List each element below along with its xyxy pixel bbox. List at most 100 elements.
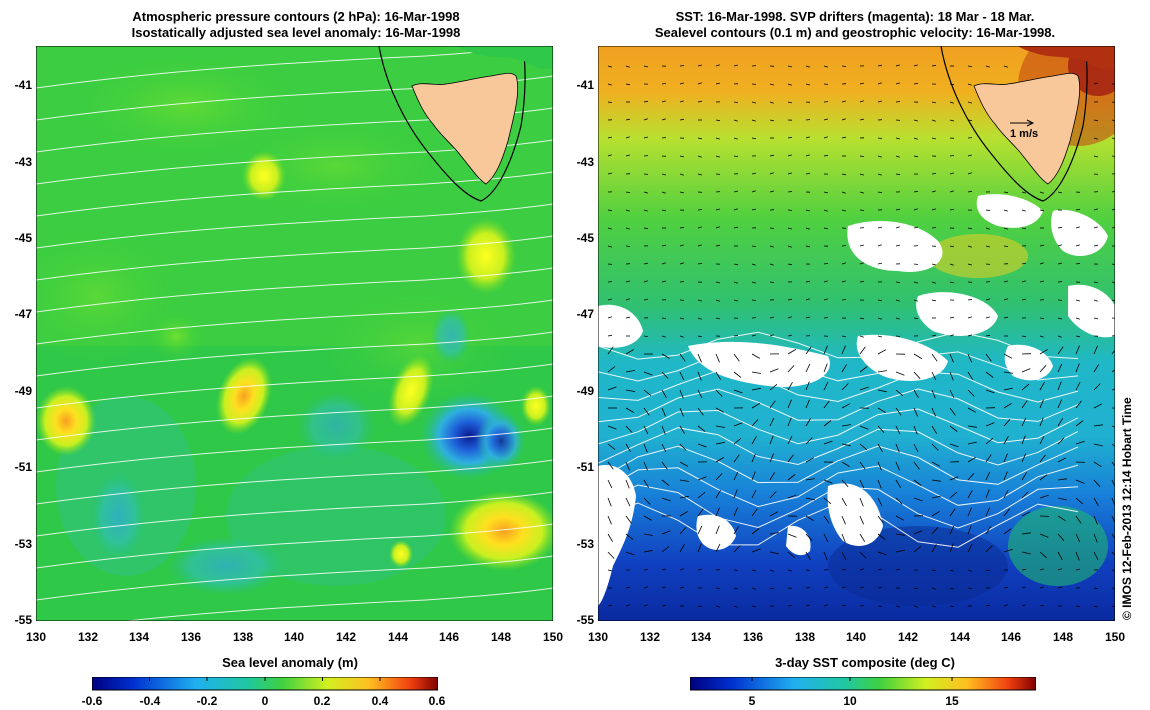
velocity-arrow <box>715 473 723 481</box>
velocity-arrow <box>607 533 613 542</box>
velocity-arrow <box>823 209 828 212</box>
velocity-arrow <box>985 507 990 517</box>
velocity-arrow <box>805 381 810 391</box>
velocity-arrow <box>643 100 648 103</box>
right-x-tick: 144 <box>949 630 971 644</box>
velocity-arrow <box>751 334 756 337</box>
velocity-arrow <box>841 383 849 391</box>
velocity-arrow <box>985 334 990 337</box>
velocity-arrow <box>1003 353 1013 359</box>
velocity-arrow <box>679 191 684 194</box>
velocity-arrow <box>1057 191 1062 194</box>
velocity-arrow <box>1075 515 1082 524</box>
velocity-arrow <box>877 82 882 85</box>
velocity-arrow <box>949 281 954 284</box>
velocity-arrow <box>733 226 738 229</box>
velocity-arrow <box>787 494 797 499</box>
velocity-arrow <box>805 154 810 157</box>
velocity-arrow <box>625 551 635 556</box>
velocity-arrow <box>895 317 900 320</box>
velocity-arrow <box>1021 262 1026 265</box>
sealevel-contour-line <box>598 464 1079 508</box>
velocity-arrow <box>985 604 990 607</box>
velocity-arrow <box>1111 190 1115 193</box>
velocity-arrow <box>661 530 671 535</box>
velocity-arrow <box>715 587 721 589</box>
left-x-tick: 142 <box>335 630 357 644</box>
left-x-tick: 150 <box>542 630 564 644</box>
velocity-arrow <box>1021 551 1031 555</box>
velocity-arrow <box>1003 528 1012 535</box>
velocity-arrow <box>751 508 758 517</box>
velocity-arrow <box>913 226 918 229</box>
velocity-arrow <box>787 334 792 337</box>
velocity-arrow <box>895 173 900 176</box>
pressure-contour-line <box>36 299 553 345</box>
velocity-arrow <box>787 101 792 104</box>
velocity-arrow <box>751 605 756 608</box>
velocity-arrow <box>1111 569 1115 571</box>
velocity-arrow <box>679 335 684 338</box>
right-title: SST: 16-Mar-1998. SVP drifters (magenta)… <box>590 9 1120 41</box>
velocity-arrow <box>823 298 829 301</box>
velocity-arrow <box>1075 363 1080 373</box>
velocity-arrow <box>661 244 666 247</box>
velocity-arrow <box>949 371 954 381</box>
velocity-arrow <box>697 371 702 381</box>
velocity-arrow <box>895 549 905 553</box>
velocity-arrow <box>1039 262 1044 265</box>
velocity-arrow <box>1039 435 1045 445</box>
right-x-tick: 130 <box>587 630 609 644</box>
velocity-arrow <box>1021 586 1026 589</box>
velocity-arrow <box>1057 335 1062 338</box>
left-y-tick: -51 <box>14 460 32 474</box>
pressure-contour-line <box>36 171 553 217</box>
velocity-arrow <box>985 353 992 362</box>
right-x-tick: 150 <box>1104 630 1126 644</box>
velocity-arrow <box>1075 263 1081 265</box>
velocity-arrow <box>661 353 670 359</box>
velocity-arrow <box>1111 587 1115 590</box>
velocity-arrow <box>895 137 900 140</box>
velocity-arrow <box>823 604 828 607</box>
velocity-arrow <box>931 119 936 122</box>
velocity-arrow <box>985 569 990 572</box>
velocity-arrow <box>1003 245 1009 247</box>
velocity-arrow <box>1021 400 1028 409</box>
velocity-arrow <box>661 118 666 121</box>
velocity-arrow <box>1075 209 1081 211</box>
velocity-arrow <box>1003 65 1008 68</box>
velocity-arrow <box>931 137 936 140</box>
velocity-arrow <box>607 209 612 212</box>
velocity-arrow <box>985 545 993 553</box>
right-y-tick: -53 <box>576 537 594 551</box>
velocity-arrow <box>967 389 975 397</box>
velocity-arrow <box>895 515 905 521</box>
velocity-arrow <box>805 298 810 301</box>
velocity-arrow <box>823 497 832 505</box>
velocity-arrow <box>949 155 955 157</box>
velocity-arrow <box>751 419 759 427</box>
velocity-arrow <box>607 154 612 157</box>
velocity-arrow <box>1093 383 1101 391</box>
velocity-arrow <box>787 605 793 607</box>
velocity-arrow <box>1039 474 1048 481</box>
velocity-arrow <box>697 389 703 399</box>
velocity-arrow <box>697 568 702 571</box>
velocity-arrow <box>607 497 612 507</box>
velocity-arrow <box>949 334 954 337</box>
velocity-arrow <box>823 227 828 230</box>
velocity-arrow <box>841 65 847 67</box>
velocity-arrow <box>1111 605 1115 608</box>
velocity-arrow <box>733 526 739 535</box>
velocity-arrow <box>895 371 905 376</box>
velocity-arrow <box>1111 299 1115 302</box>
velocity-arrow <box>877 389 887 393</box>
pressure-contour-line <box>36 491 553 537</box>
velocity-arrow <box>1021 491 1029 499</box>
velocity-arrow <box>1093 461 1102 468</box>
velocity-arrow <box>841 479 849 487</box>
velocity-arrow <box>769 453 774 463</box>
velocity-arrow <box>733 454 740 463</box>
velocity-arrow <box>967 83 972 86</box>
